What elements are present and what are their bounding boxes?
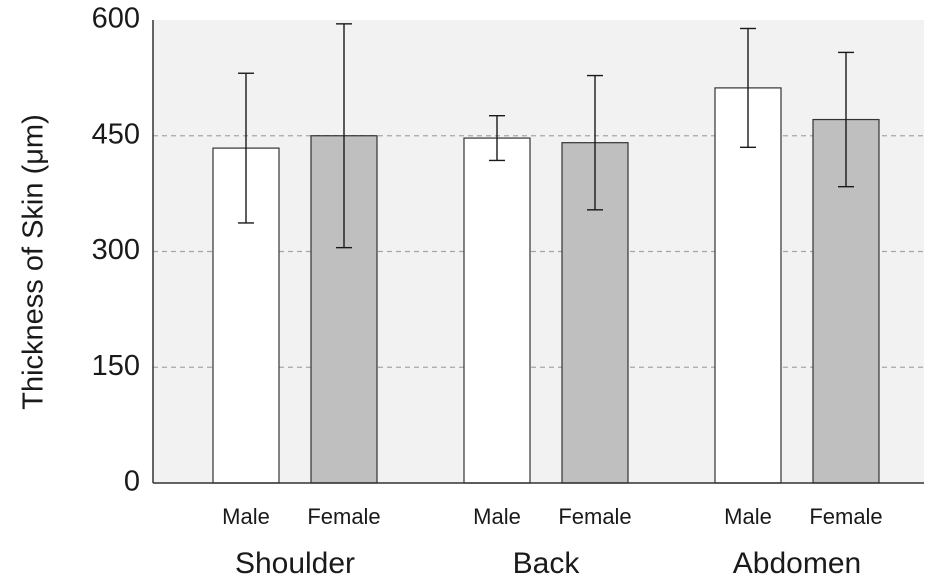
error-bars (238, 23, 854, 249)
gridlines (153, 135, 924, 368)
y-axis-title: Thickness of Skin (μm) (18, 114, 50, 410)
x-sublabel: Male (222, 504, 270, 529)
error-bar-abdomen-female (838, 51, 854, 188)
y-tick-label: 450 (92, 118, 140, 150)
y-tick-label: 150 (92, 350, 140, 382)
x-sublabel: Female (558, 504, 631, 529)
x-group-label: Abdomen (733, 547, 861, 578)
bars (212, 87, 880, 484)
error-bar-back-male (489, 114, 505, 162)
x-sublabel: Female (809, 504, 882, 529)
y-tick-label: 300 (92, 234, 140, 266)
x-sublabel: Male (473, 504, 521, 529)
y-tick-label: 600 (92, 3, 140, 35)
bar-back-male (463, 137, 531, 484)
x-labels: Male Female Shoulder Male Female Back Male Fema… (222, 504, 883, 578)
x-group-label: Back (513, 547, 581, 578)
x-sublabel: Female (307, 504, 380, 529)
x-sublabel: Male (724, 504, 772, 529)
error-bar-abdomen-male (740, 27, 756, 149)
error-bar-shoulder-male (238, 72, 254, 224)
error-bar-back-female (587, 74, 603, 211)
y-tick-labels: 0 150 300 450 600 (92, 3, 140, 498)
x-group-label: Shoulder (235, 547, 355, 578)
error-bar-shoulder-female (336, 23, 352, 249)
y-tick-label: 0 (124, 466, 140, 498)
